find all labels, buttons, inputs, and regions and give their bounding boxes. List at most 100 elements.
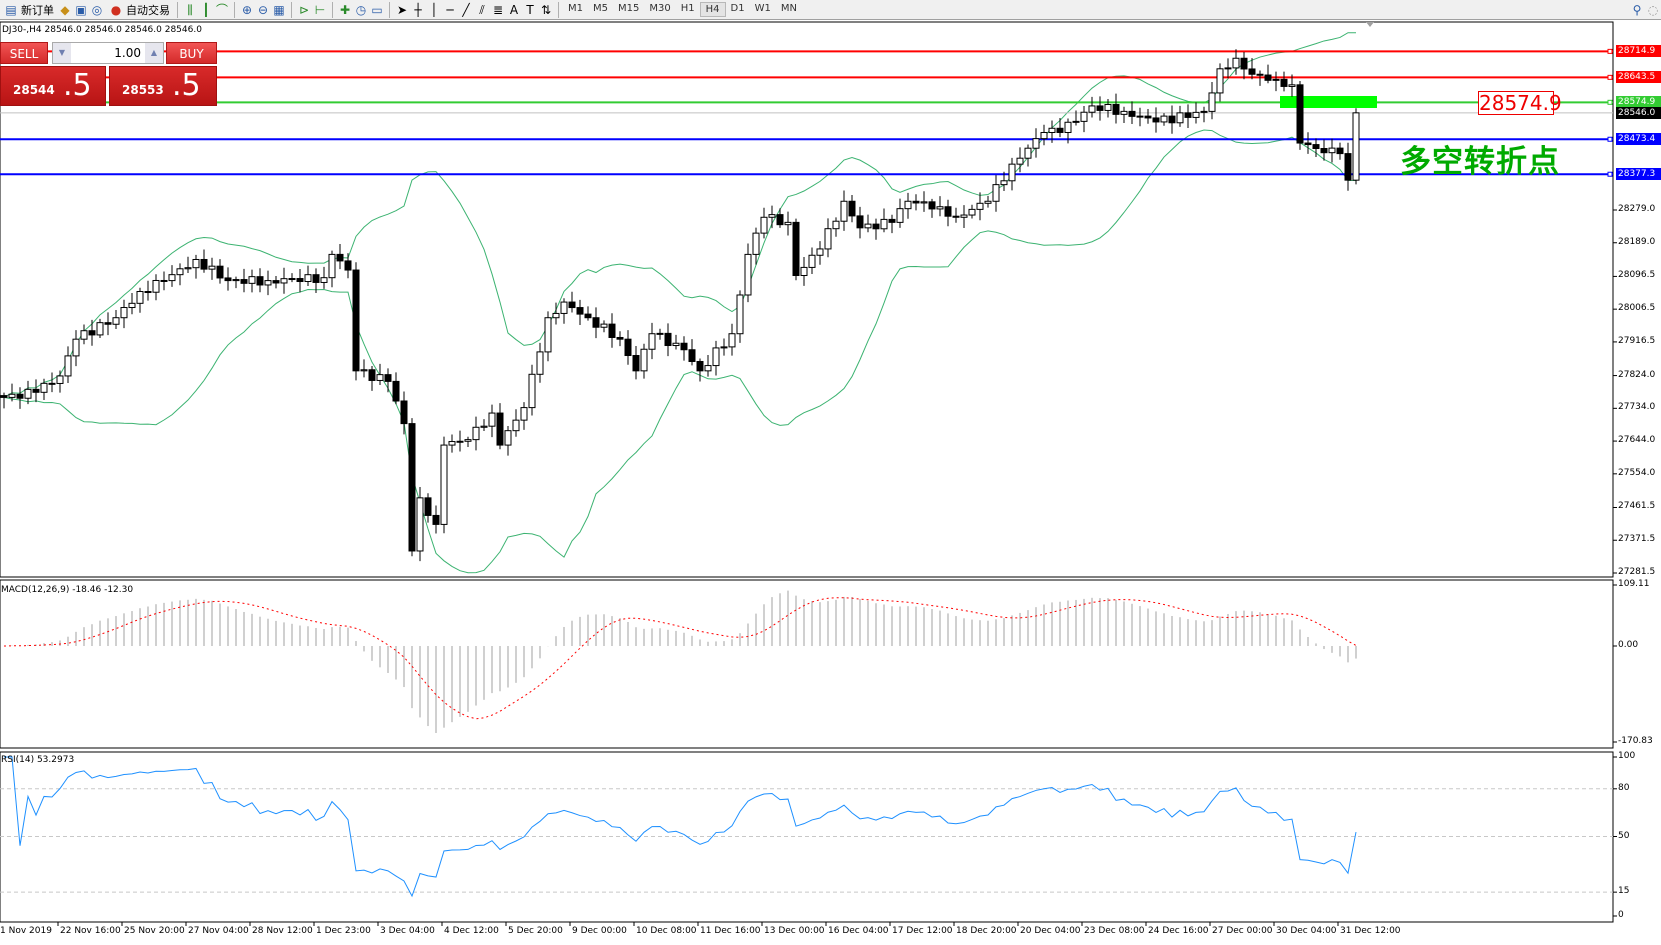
candle-body	[1272, 78, 1280, 81]
timeframe-m30[interactable]: M30	[649, 3, 671, 14]
macd-pane	[0, 579, 1614, 749]
candle-body	[1088, 105, 1096, 113]
search-icon[interactable]: ⚲	[1632, 2, 1642, 17]
timeframe-m1[interactable]: M1	[568, 3, 583, 14]
data-window-icon[interactable]: ▣	[75, 2, 87, 17]
channel-icon[interactable]: ⫽	[479, 2, 485, 17]
timeframe-d1[interactable]: D1	[730, 3, 745, 14]
candle-body	[1304, 142, 1312, 146]
candle-body	[536, 351, 544, 375]
timeframe-h1[interactable]: H1	[680, 3, 695, 14]
candle-body	[1144, 115, 1152, 119]
price-label-box[interactable]: 28574.9	[1478, 91, 1562, 115]
lot-decrease-button[interactable]: ▼	[53, 43, 71, 63]
new-order-button[interactable]: ▤ 新订单	[0, 1, 57, 19]
candle-body	[1032, 138, 1040, 149]
candle-body	[224, 277, 232, 282]
price-level-tag[interactable]: 28546.0	[1616, 106, 1661, 119]
lot-increase-button[interactable]: ▲	[145, 43, 163, 63]
candle-body	[288, 278, 296, 281]
timeframe-mn[interactable]: MN	[780, 3, 797, 14]
candle-body	[264, 280, 272, 286]
zoom-out-icon[interactable]: ⊖	[257, 2, 269, 17]
candle-body	[1192, 111, 1200, 118]
bollinger-lower	[3, 129, 1357, 574]
time-axis-label: 30 Dec 04:00	[1276, 926, 1337, 936]
lot-size-input[interactable]: ▼ 1.00 ▲	[52, 42, 164, 64]
arrows-icon[interactable]: ⇅	[540, 2, 552, 17]
price-level-tag[interactable]: 28574.9	[1616, 96, 1661, 109]
time-axis-label: 25 Nov 20:00	[124, 926, 185, 936]
pivot-zone-rectangle	[1280, 96, 1377, 108]
time-axis-label: 4 Dec 12:00	[444, 926, 499, 936]
price-level-tag[interactable]: 28714.9	[1616, 45, 1661, 58]
time-axis-label: 22 Nov 16:00	[60, 926, 121, 936]
candle-body	[880, 218, 888, 230]
timeframe-m5[interactable]: M5	[593, 3, 608, 14]
candle-body	[1248, 68, 1256, 75]
price-level-tag[interactable]: 28473.4	[1616, 133, 1661, 146]
crosshair-icon[interactable]: ┼	[414, 2, 422, 17]
price-axis-label: 27281.5	[1618, 566, 1656, 577]
rsi-axis-label: 100	[1618, 751, 1636, 761]
periods-icon[interactable]: ◷	[355, 2, 367, 17]
level-handle	[1607, 136, 1613, 142]
chart-shift-icon[interactable]: ⊢	[314, 2, 326, 17]
sell-price[interactable]: 28544 .5	[0, 66, 106, 106]
horizontal-line-icon[interactable]: ─	[446, 2, 454, 17]
auto-trading-button[interactable]: ● 自动交易	[105, 1, 173, 19]
level-handle	[1607, 74, 1613, 80]
timeframe-m15[interactable]: M15	[618, 3, 640, 14]
lot-size-value[interactable]: 1.00	[114, 46, 141, 60]
text-label-icon[interactable]: T	[526, 2, 534, 17]
zoom-in-icon[interactable]: ⊕	[241, 2, 253, 17]
timeframe-w1[interactable]: W1	[754, 3, 771, 14]
candle-body	[408, 423, 416, 552]
timeframe-h4[interactable]: H4	[699, 2, 726, 17]
candle-body	[936, 206, 944, 210]
candle-body	[120, 307, 128, 319]
candle-body	[160, 279, 168, 282]
time-axis-label: 5 Dec 20:00	[508, 926, 563, 936]
sell-button[interactable]: SELL	[0, 42, 48, 64]
candle-body	[312, 274, 320, 283]
level-handle	[1607, 48, 1613, 54]
candle-body	[1048, 127, 1056, 133]
vertical-line-icon[interactable]: │	[430, 2, 438, 17]
price-axis-label: 27554.0	[1618, 467, 1656, 478]
chat-icon[interactable]: ◌	[1647, 2, 1659, 17]
pivot-annotation-text[interactable]: 多空转折点	[1400, 144, 1560, 180]
buy-price[interactable]: 28553 .5	[109, 66, 217, 106]
time-axis-label: 23 Dec 08:00	[1084, 926, 1145, 936]
candle-body	[0, 395, 8, 398]
text-icon[interactable]: A	[509, 2, 519, 17]
metaeditor-icon[interactable]: ◆	[60, 2, 70, 17]
rsi-line	[4, 756, 1357, 898]
buy-button[interactable]: BUY	[166, 42, 217, 64]
price-level-tag[interactable]: 28643.5	[1616, 71, 1661, 84]
templates-icon[interactable]: ▭	[371, 2, 383, 17]
candle-body	[320, 277, 328, 283]
indicators-icon[interactable]: ✚	[339, 2, 351, 17]
candle-body	[744, 253, 752, 296]
trendline-icon[interactable]: ╱	[462, 2, 470, 17]
signals-icon[interactable]: ◎	[91, 2, 103, 17]
cursor-icon[interactable]: ➤	[396, 2, 408, 17]
candle-body	[1320, 148, 1328, 154]
price-level-tag[interactable]: 28377.3	[1616, 168, 1661, 181]
candle-body	[416, 497, 424, 552]
candle-body	[616, 336, 624, 340]
line-chart-icon[interactable]: ⌒	[215, 2, 228, 17]
time-axis-label: 1 Nov 2019	[0, 926, 52, 936]
candlestick-icon[interactable]: ┃	[202, 2, 210, 17]
tile-windows-icon[interactable]: ▦	[273, 2, 285, 17]
time-axis-label: 17 Dec 12:00	[892, 926, 953, 936]
chart-info: DJ30-,H4 28546.0 28546.0 28546.0 28546.0	[2, 25, 202, 35]
auto-scroll-icon[interactable]: ⊳	[298, 2, 310, 17]
candle-body	[352, 269, 360, 372]
fibonacci-icon[interactable]: ≣	[492, 2, 504, 17]
candle-body	[752, 232, 760, 255]
candle-body	[472, 426, 480, 441]
bar-chart-icon[interactable]: ⫼	[187, 2, 193, 17]
